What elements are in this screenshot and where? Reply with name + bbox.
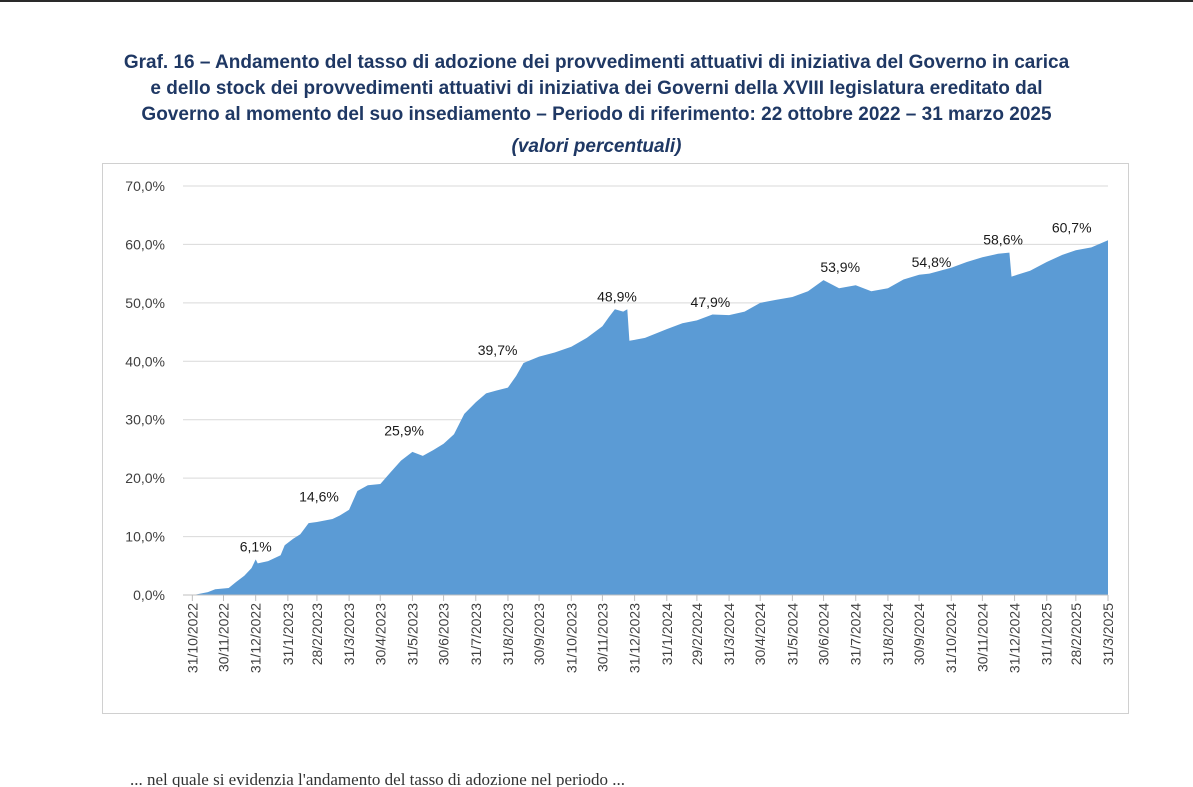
x-tick-label: 31/10/2024 [943, 603, 959, 673]
chart-title-line: Graf. 16 – Andamento del tasso di adozio… [123, 52, 1070, 73]
y-tick-label: 20,0% [125, 470, 165, 486]
x-tick-label: 30/4/2023 [372, 603, 388, 665]
x-tick-label: 30/9/2023 [531, 603, 547, 665]
y-tick-label: 10,0% [125, 529, 165, 545]
data-label: 53,9% [820, 259, 860, 275]
chart-subtitle: (valori percentuali) [511, 136, 682, 157]
x-tick-label: 31/10/2022 [184, 603, 200, 673]
x-tick-label: 31/3/2023 [341, 603, 357, 665]
data-label: 60,7% [1052, 219, 1092, 235]
body-text-fragment: ... nel quale si evidenzia l'andamento d… [130, 770, 625, 787]
chart-title-line: e dello stock dei provvedimenti attuativ… [150, 78, 1043, 99]
chart-title-line: Governo al momento del suo insediamento … [141, 104, 1052, 125]
chart-title: Graf. 16 – Andamento del tasso di adozio… [0, 50, 1193, 128]
series-area [183, 240, 1108, 596]
y-tick-label: 50,0% [125, 295, 165, 311]
series-area-path [183, 240, 1108, 596]
x-tick-label: 30/4/2024 [752, 603, 768, 665]
y-tick-label: 0,0% [133, 587, 165, 603]
data-label: 14,6% [299, 489, 339, 505]
x-tick-label: 31/12/2024 [1007, 603, 1023, 673]
x-tick-label: 31/12/2022 [248, 603, 264, 673]
y-axis-ticks: 0,0% 10,0% 20,0% 30,0% 40,0% 50,0% 60,0% 70,0% [125, 178, 165, 603]
x-tick-label: 31/7/2024 [848, 603, 864, 665]
data-label: 6,1% [240, 538, 272, 554]
y-tick-label: 40,0% [125, 353, 165, 369]
x-tick-label: 30/9/2024 [911, 603, 927, 665]
chart-frame [102, 163, 1129, 714]
y-tick-label: 30,0% [125, 412, 165, 428]
x-tick-label: 31/10/2023 [563, 603, 579, 673]
data-label: 47,9% [691, 294, 731, 310]
x-tick-label: 31/3/2025 [1100, 603, 1116, 665]
data-label: 25,9% [384, 423, 424, 439]
top-rule [0, 0, 1193, 2]
x-tick-label: 31/12/2023 [627, 603, 643, 673]
y-tick-label: 60,0% [125, 236, 165, 252]
x-tick-label: 28/2/2023 [309, 603, 325, 665]
x-tick-label: 31/5/2024 [784, 603, 800, 665]
x-tick-label: 31/1/2024 [659, 603, 675, 665]
x-tick-label: 31/7/2023 [468, 603, 484, 665]
x-tick-label: 30/6/2023 [436, 603, 452, 665]
x-tick-label: 30/11/2023 [594, 603, 610, 672]
x-tick-label: 28/2/2025 [1068, 603, 1084, 665]
y-tick-label: 70,0% [125, 178, 165, 194]
x-tick-label: 30/11/2024 [974, 603, 990, 672]
data-label: 58,6% [983, 232, 1023, 248]
x-tick-label: 31/5/2023 [404, 603, 420, 665]
x-tick-label: 29/2/2024 [689, 603, 705, 665]
data-label: 39,7% [478, 342, 518, 358]
x-tick-label: 31/8/2023 [500, 603, 516, 665]
x-axis-ticks: 31/10/2022 30/11/2022 31/12/2022 31/1/2023 2… [184, 595, 1116, 673]
x-tick-label: 31/3/2024 [721, 603, 737, 665]
data-label: 54,8% [912, 254, 952, 270]
data-label: 48,9% [597, 288, 637, 304]
x-tick-label: 31/8/2024 [880, 603, 896, 665]
x-tick-label: 31/1/2023 [280, 603, 296, 665]
data-labels: 6,1% 14,6% 25,9% 39,7% 48,9% 47,9% 53,9% 54,8% 5… [240, 219, 1092, 554]
x-tick-label: 30/11/2022 [216, 603, 232, 672]
x-tick-label: 30/6/2024 [816, 603, 832, 665]
x-tick-label: 31/1/2025 [1039, 603, 1055, 665]
